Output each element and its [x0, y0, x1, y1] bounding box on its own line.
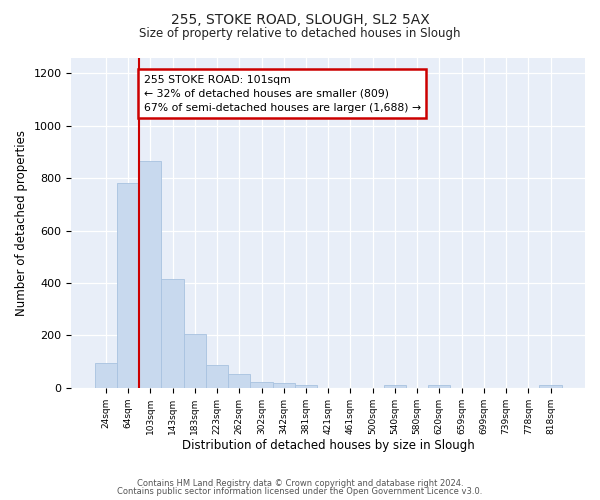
Bar: [250, 382, 272, 388]
Bar: [206, 365, 228, 388]
Text: Contains HM Land Registry data © Crown copyright and database right 2024.: Contains HM Land Registry data © Crown c…: [137, 478, 463, 488]
Bar: [161, 279, 184, 388]
Bar: [295, 385, 317, 388]
Y-axis label: Number of detached properties: Number of detached properties: [15, 130, 28, 316]
Text: Contains public sector information licensed under the Open Government Licence v3: Contains public sector information licen…: [118, 487, 482, 496]
Bar: [95, 363, 117, 388]
Text: 255 STOKE ROAD: 101sqm
← 32% of detached houses are smaller (809)
67% of semi-de: 255 STOKE ROAD: 101sqm ← 32% of detached…: [143, 74, 421, 112]
Bar: [228, 374, 250, 388]
Bar: [428, 385, 451, 388]
Bar: [272, 383, 295, 388]
Text: 255, STOKE ROAD, SLOUGH, SL2 5AX: 255, STOKE ROAD, SLOUGH, SL2 5AX: [170, 12, 430, 26]
Bar: [384, 384, 406, 388]
Bar: [139, 161, 161, 388]
Text: Size of property relative to detached houses in Slough: Size of property relative to detached ho…: [139, 28, 461, 40]
Bar: [539, 384, 562, 388]
Bar: [184, 334, 206, 388]
Bar: [117, 182, 139, 388]
X-axis label: Distribution of detached houses by size in Slough: Distribution of detached houses by size …: [182, 440, 475, 452]
